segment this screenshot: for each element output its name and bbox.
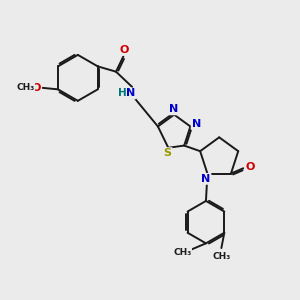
- Text: N: N: [169, 104, 178, 114]
- Text: O: O: [32, 83, 41, 93]
- Text: S: S: [164, 148, 172, 158]
- Text: N: N: [126, 88, 135, 98]
- Text: N: N: [201, 174, 211, 184]
- Text: CH₃: CH₃: [173, 248, 191, 257]
- Text: O: O: [245, 162, 254, 172]
- Text: CH₃: CH₃: [16, 83, 35, 92]
- Text: H: H: [118, 88, 126, 98]
- Text: N: N: [192, 119, 201, 129]
- Text: CH₃: CH₃: [212, 252, 230, 261]
- Text: O: O: [119, 45, 129, 55]
